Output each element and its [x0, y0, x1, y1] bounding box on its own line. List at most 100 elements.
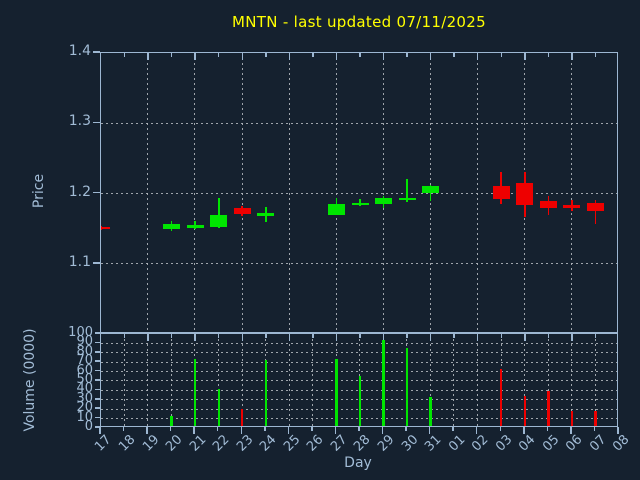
volume-gridline [429, 334, 432, 426]
price-tick-label: 1.3 [68, 113, 91, 130]
tick-mark [122, 427, 125, 431]
volume-gridline [147, 334, 150, 426]
tick-mark [382, 334, 385, 341]
candle-body [257, 213, 275, 216]
price-tick-label: 1.2 [68, 183, 91, 200]
tick-mark [547, 53, 550, 57]
x-tick-label: 26 [304, 432, 327, 455]
price-tick-label: 1.1 [68, 253, 91, 270]
volume-gridline [312, 334, 315, 426]
tick-mark [123, 53, 126, 57]
volume-tick-label: 80 [76, 343, 93, 359]
price-gridline [382, 53, 385, 332]
x-tick-label: 24 [257, 432, 280, 455]
volume-bar [405, 348, 409, 426]
tick-mark [453, 53, 455, 57]
volume-bar [170, 415, 173, 426]
tick-mark [95, 369, 100, 372]
tick-mark [452, 427, 454, 431]
volume-bar [217, 388, 220, 426]
volume-gridline [101, 342, 617, 345]
candle-body [186, 225, 204, 228]
price-gridline [101, 122, 617, 125]
x-tick-label: 20 [163, 432, 186, 455]
tick-mark [146, 427, 148, 434]
tick-mark [429, 53, 432, 60]
tick-mark [312, 53, 314, 57]
tick-mark [524, 53, 526, 60]
volume-gridline [101, 370, 617, 373]
tick-mark [570, 427, 572, 434]
tick-mark [359, 53, 361, 57]
x-tick-label: 25 [280, 432, 304, 455]
volume-bar [523, 396, 526, 426]
volume-bar [594, 411, 597, 426]
tick-mark [95, 426, 100, 428]
x-tick-label: 17 [92, 432, 115, 455]
tick-mark [406, 334, 408, 338]
volume-tick-label: 40 [76, 381, 93, 397]
candle-body [233, 208, 251, 214]
volume-bar [429, 396, 432, 426]
candle-body [398, 197, 416, 201]
tick-mark [147, 53, 149, 60]
volume-bar [193, 359, 197, 426]
x-tick-label: 31 [422, 432, 445, 455]
tick-mark [170, 334, 173, 338]
price-axis-label: Price [31, 173, 47, 209]
tick-mark [476, 334, 479, 341]
volume-gridline [101, 352, 617, 355]
price-gridline [288, 53, 291, 332]
volume-gridline [547, 334, 550, 426]
candle-body [516, 182, 534, 206]
candle-wick [406, 179, 408, 202]
x-tick-label: 06 [563, 432, 586, 455]
tick-mark [500, 334, 503, 338]
x-tick-label: 21 [186, 432, 210, 455]
candle-wick [194, 220, 196, 230]
tick-mark [95, 388, 100, 391]
tick-mark [475, 427, 478, 434]
tick-mark [240, 427, 243, 434]
price-gridline [101, 263, 617, 266]
x-tick-label: 08 [610, 432, 633, 455]
x-tick-label: 07 [587, 432, 610, 455]
volume-bar [382, 339, 385, 426]
volume-bar [264, 360, 267, 426]
tick-mark [93, 262, 100, 264]
x-tick-label: 01 [445, 432, 469, 455]
volume-gridline [123, 334, 126, 426]
x-tick-label: 30 [398, 432, 421, 455]
tick-mark [287, 427, 290, 434]
tick-mark [95, 351, 100, 353]
tick-mark [405, 427, 407, 431]
tick-mark [312, 334, 314, 338]
chart-title: MNTN - last updated 07/11/2025 [232, 13, 486, 31]
volume-gridline [453, 334, 456, 426]
candle-body [163, 224, 181, 229]
candle-body [375, 197, 393, 205]
tick-mark [593, 427, 596, 431]
volume-bar [500, 368, 503, 426]
price-gridline [571, 53, 574, 332]
volume-tick-label: 30 [76, 390, 93, 406]
volume-gridline [594, 334, 597, 426]
x-tick-label: 29 [375, 432, 398, 455]
tick-mark [170, 53, 173, 57]
tick-mark [216, 427, 219, 431]
tick-mark [546, 427, 549, 431]
volume-bar [335, 359, 338, 426]
candle-wick [594, 199, 597, 225]
tick-mark [335, 334, 338, 341]
x-axis-label: Day [344, 455, 372, 471]
candle-body [101, 226, 110, 230]
candle-wick [217, 197, 220, 228]
volume-tick-label: 20 [76, 400, 93, 416]
volume-bar [570, 411, 574, 426]
tick-mark [428, 427, 431, 434]
volume-gridline [241, 334, 244, 426]
price-panel [100, 52, 618, 333]
candle-wick [571, 199, 573, 212]
tick-mark [217, 334, 220, 338]
tick-mark [571, 53, 573, 60]
